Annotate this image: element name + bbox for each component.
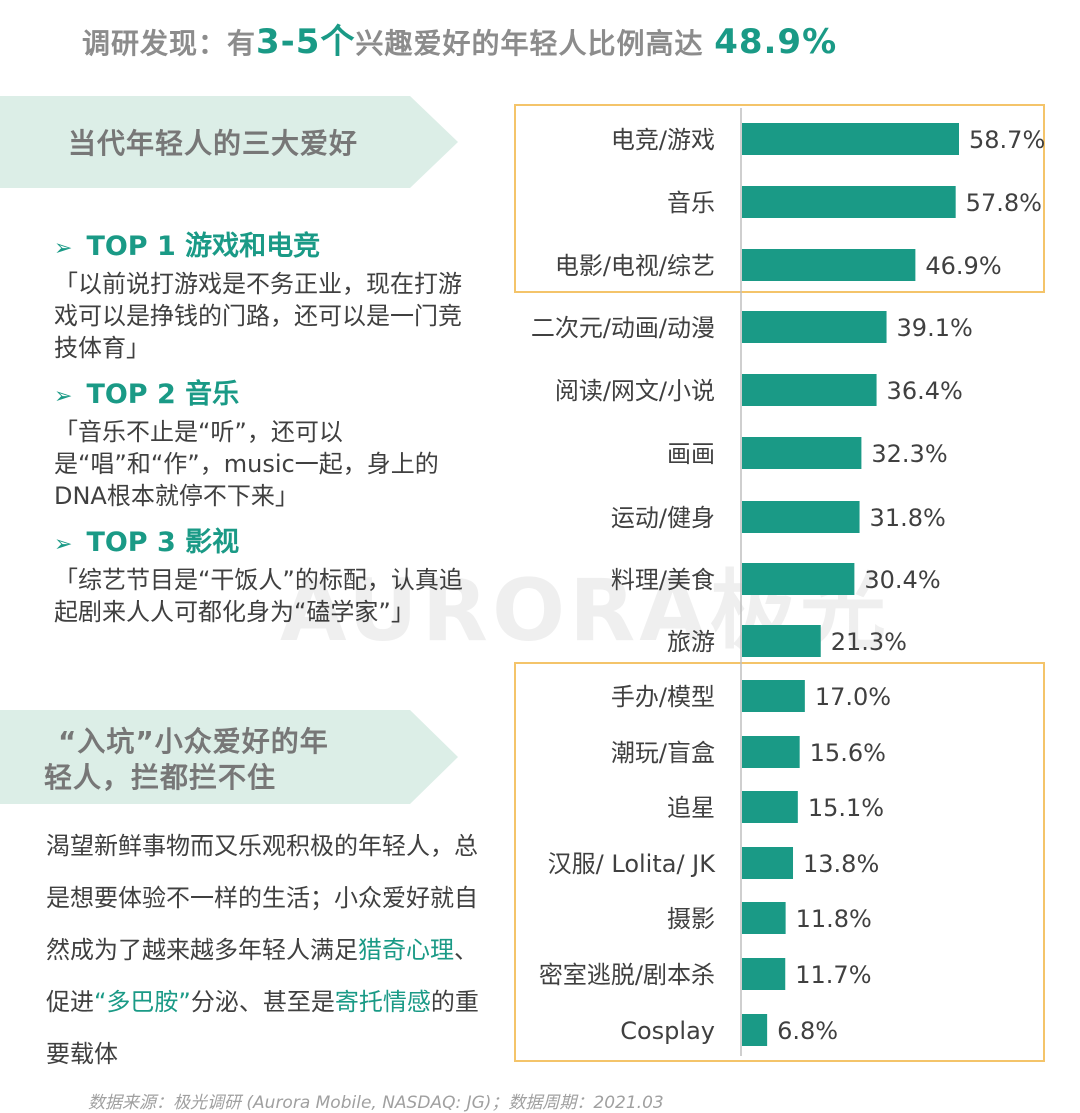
niche-paragraph: 渴望新鲜事物而又乐观积极的年轻人，总是想要体验不一样的生活；小众爱好就自然成为了… <box>46 832 479 1068</box>
title-middle: 兴趣爱好的年轻人比例高达 <box>355 27 715 60</box>
bar <box>742 123 959 155</box>
value-label: 21.3% <box>831 628 907 656</box>
value-label: 46.9% <box>925 252 1001 280</box>
value-label: 13.8% <box>803 850 879 878</box>
category-label: 运动/健身 <box>611 504 715 532</box>
category-label: 摄影 <box>667 905 715 933</box>
category-label: 潮玩/盲盒 <box>611 739 715 767</box>
data-source-note: 数据来源：极光调研 (Aurora Mobile, NASDAQ: JG)；数据… <box>88 1093 664 1113</box>
bar <box>742 1014 768 1046</box>
bar <box>742 958 786 990</box>
value-label: 39.1% <box>897 314 973 342</box>
category-label: 电竞/游戏 <box>611 126 715 154</box>
banner-niche-line1: “入坑”小众爱好的年 <box>58 725 329 758</box>
value-label: 58.7% <box>969 126 1045 154</box>
value-label: 31.8% <box>870 504 946 532</box>
category-label: 电影/电视/综艺 <box>555 252 715 280</box>
arrow-right-icon: ➢ <box>54 236 73 261</box>
bar <box>742 249 916 281</box>
banner-arrow-shape <box>0 96 458 188</box>
value-label: 32.3% <box>871 440 947 468</box>
value-label: 57.8% <box>966 189 1042 217</box>
category-label: 二次元/动画/动漫 <box>531 314 715 342</box>
banner-arrow-shape <box>0 710 458 804</box>
value-label: 15.6% <box>810 739 886 767</box>
value-label: 15.1% <box>808 794 884 822</box>
bar <box>742 680 805 712</box>
value-label: 30.4% <box>864 566 940 594</box>
value-label: 11.8% <box>796 905 872 933</box>
bar <box>742 437 862 469</box>
bar <box>742 311 887 343</box>
niche-group-frame <box>514 662 1045 1062</box>
bar <box>742 736 800 768</box>
bar <box>742 374 877 406</box>
top-group-frame <box>514 104 1045 293</box>
category-label: Cosplay <box>620 1017 715 1045</box>
bar <box>742 902 786 934</box>
value-label: 36.4% <box>887 377 963 405</box>
bar <box>742 501 860 533</box>
category-label: 音乐 <box>667 189 715 217</box>
top1-heading: ➢ TOP 1 游戏和电竞 <box>54 231 321 262</box>
bar <box>742 625 821 657</box>
top3-heading: ➢ TOP 3 影视 <box>54 527 240 558</box>
title-highlight: 3-5个 <box>256 22 356 62</box>
category-label: 密室逃脱/剧本杀 <box>539 961 715 989</box>
highlight-emotion: 寄托情感 <box>334 988 431 1016</box>
highlight-curiosity: 猎奇心理 <box>358 936 454 964</box>
value-label: 6.8% <box>777 1017 838 1045</box>
title-percent: 48.9% <box>714 22 838 62</box>
banner-niche-hobbies: “入坑”小众爱好的年 轻人，拦都拦不住 <box>0 710 470 804</box>
highlight-dopamine: “多巴胺” <box>94 988 191 1016</box>
banner-top-hobbies-label: 当代年轻人的三大爱好 <box>68 127 359 160</box>
top2-quote: 「音乐不止是“听”，还可以是“唱”和“作”，music一起，身上的DNA根本就停… <box>54 418 439 510</box>
top1-quote: 「以前说打游戏是不务正业，现在打游戏可以是挣钱的门路，还可以是一门竞技体育」 <box>54 270 462 362</box>
top3-quote: 「综艺节目是“干饭人”的标配，认真追起剧来人人可都化身为“磕学家”」 <box>54 566 463 626</box>
bar <box>742 186 956 218</box>
category-label: 画画 <box>667 440 715 468</box>
value-label: 17.0% <box>815 683 891 711</box>
arrow-right-icon: ➢ <box>54 532 73 557</box>
title-prefix: 调研发现：有 <box>82 27 257 60</box>
banner-niche-line2: 轻人，拦都拦不住 <box>44 761 277 794</box>
bar <box>742 847 794 879</box>
top2-heading: ➢ TOP 2 音乐 <box>54 379 240 410</box>
category-label: 追星 <box>667 794 715 822</box>
page-title: 调研发现：有3-5个兴趣爱好的年轻人比例高达 48.9% <box>82 14 837 63</box>
category-label: 料理/美食 <box>611 566 715 594</box>
bar <box>742 791 798 823</box>
category-label: 手办/模型 <box>611 683 715 711</box>
category-label: 阅读/网文/小说 <box>555 377 715 405</box>
bar <box>742 563 855 595</box>
value-label: 11.7% <box>795 961 871 989</box>
category-label: 旅游 <box>667 628 715 656</box>
arrow-right-icon: ➢ <box>54 384 73 409</box>
banner-top-hobbies: 当代年轻人的三大爱好 <box>0 96 470 188</box>
category-label: 汉服/ Lolita/ JK <box>548 850 717 878</box>
